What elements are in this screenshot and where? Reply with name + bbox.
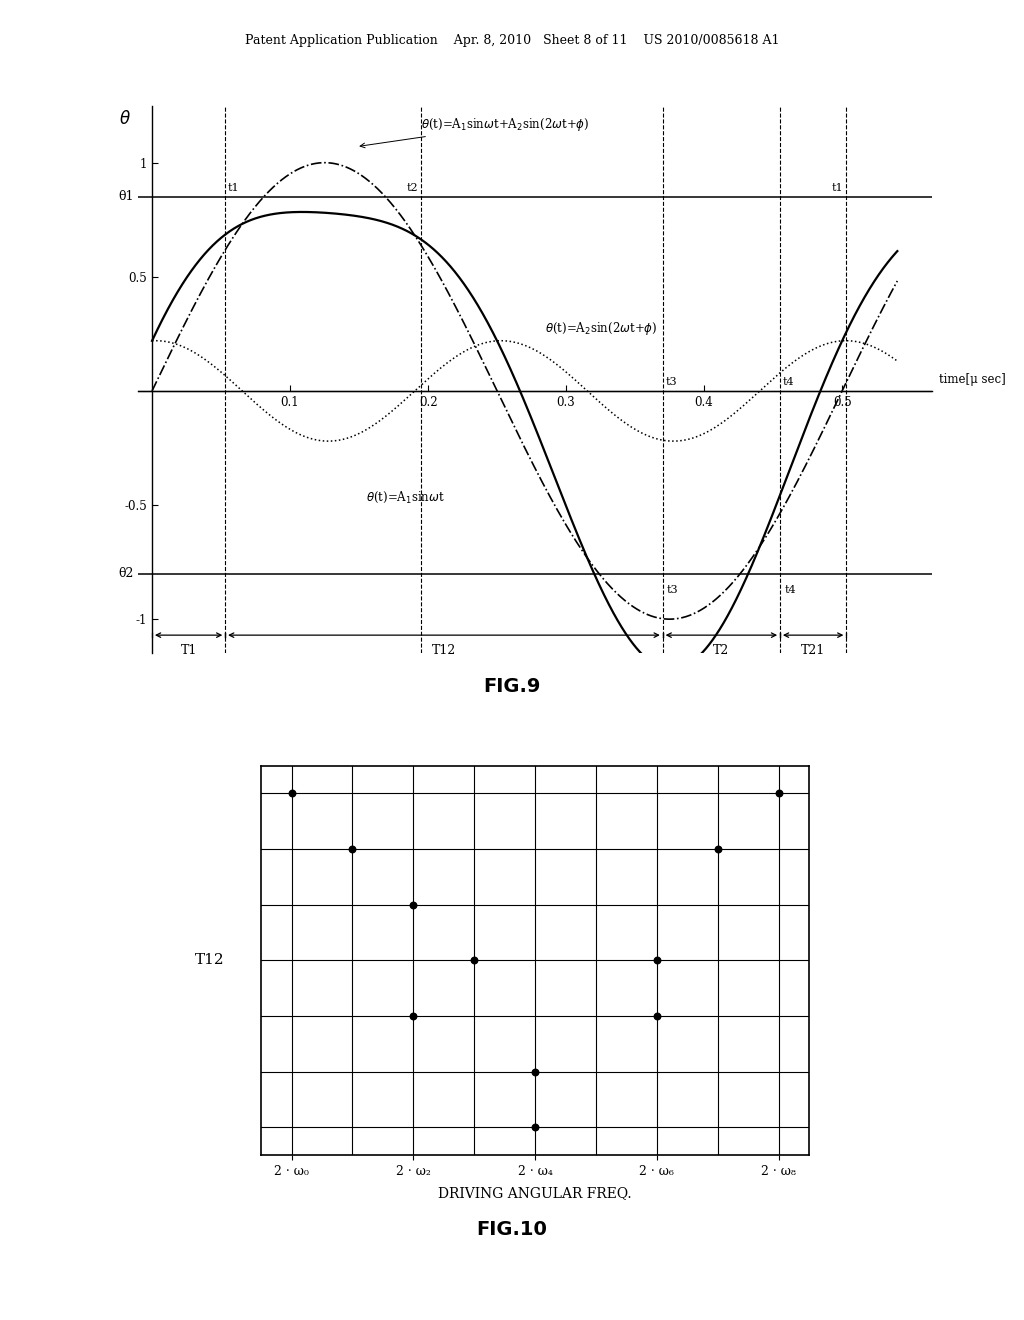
Text: t2: t2 [407, 183, 419, 194]
Point [648, 950, 665, 972]
Point [406, 894, 422, 915]
Text: t1: t1 [228, 183, 240, 194]
Point [648, 1006, 665, 1027]
Text: T21: T21 [801, 644, 825, 657]
Point [284, 783, 300, 804]
Point [466, 950, 482, 972]
Text: t3: t3 [667, 585, 679, 595]
Point [526, 1117, 543, 1138]
Text: t4: t4 [784, 585, 796, 595]
Text: $\theta$(t)=A$_1$sin$\omega$t: $\theta$(t)=A$_1$sin$\omega$t [366, 490, 444, 504]
X-axis label: DRIVING ANGULAR FREQ.: DRIVING ANGULAR FREQ. [438, 1187, 632, 1200]
Text: $\theta$(t)=A$_2$sin(2$\omega$t+$\phi$): $\theta$(t)=A$_2$sin(2$\omega$t+$\phi$) [546, 319, 657, 337]
Text: θ1: θ1 [119, 190, 134, 203]
Text: T1: T1 [180, 644, 197, 657]
Text: time[μ sec]: time[μ sec] [939, 374, 1006, 387]
Text: FIG.10: FIG.10 [476, 1220, 548, 1238]
Text: t4: t4 [782, 378, 795, 388]
Text: $\theta$(t)=A$_1$sin$\omega$t+A$_2$sin(2$\omega$t+$\phi$): $\theta$(t)=A$_1$sin$\omega$t+A$_2$sin(2… [360, 116, 590, 148]
Point [526, 1061, 543, 1082]
Point [710, 838, 726, 859]
Text: T2: T2 [714, 644, 729, 657]
Text: t1: t1 [831, 183, 844, 194]
Text: t3: t3 [666, 378, 677, 388]
Text: T12: T12 [195, 953, 224, 968]
Text: $\theta$: $\theta$ [120, 110, 131, 128]
Point [406, 1006, 422, 1027]
Point [770, 783, 786, 804]
Point [344, 838, 360, 859]
Text: θ2: θ2 [119, 568, 134, 579]
Text: Patent Application Publication    Apr. 8, 2010   Sheet 8 of 11    US 2010/008561: Patent Application Publication Apr. 8, 2… [245, 34, 779, 48]
Text: T12: T12 [432, 644, 456, 657]
Text: FIG.9: FIG.9 [483, 677, 541, 696]
